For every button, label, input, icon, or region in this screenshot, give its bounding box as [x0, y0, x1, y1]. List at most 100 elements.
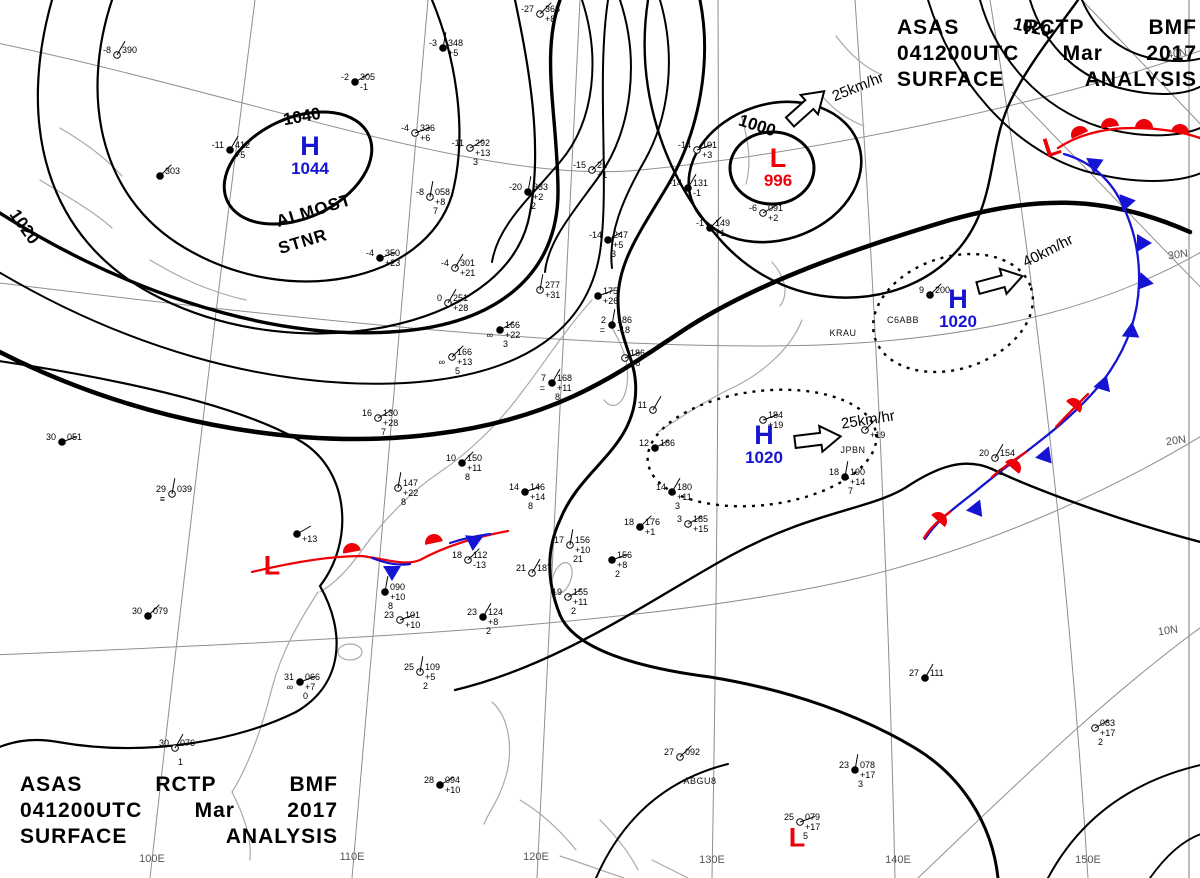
station-symbol: [536, 274, 544, 294]
station-symbol: [416, 656, 424, 676]
station-symbol: [608, 309, 616, 329]
station-value: 9: [918, 285, 924, 295]
station-value: +8: [545, 14, 556, 24]
station-value: 039: [177, 484, 193, 494]
station-value: 111: [930, 668, 944, 678]
station-value: +5: [448, 48, 459, 58]
station-value: 23: [383, 610, 394, 620]
station-value: 305: [360, 72, 376, 82]
station-value: -14: [668, 178, 682, 188]
station-value: +14: [530, 492, 546, 502]
station-value: 109: [425, 662, 441, 672]
station-value: 17: [553, 535, 564, 545]
station-value: 21: [573, 554, 584, 564]
station-value: +1: [597, 170, 608, 180]
title-word: SURFACE: [897, 68, 1005, 91]
station-value: 130: [383, 408, 399, 418]
station-symbol: [58, 436, 78, 446]
station-symbol: [171, 733, 184, 752]
station-value: 0: [303, 691, 309, 701]
station-value: 2: [615, 569, 621, 579]
title-word: ASAS: [897, 16, 960, 39]
station-symbol: [521, 486, 541, 496]
pressure-center-value: 1020: [939, 312, 977, 331]
station-value: 18: [828, 467, 839, 477]
station-value: 186: [660, 438, 676, 448]
station-value: +5: [425, 672, 436, 682]
pressure-center: H 1020: [939, 286, 977, 331]
station-value: +13: [302, 534, 318, 544]
station-value: 184: [768, 410, 784, 420]
station-value: -14: [588, 230, 602, 240]
pressure-center: L: [264, 552, 281, 580]
station-symbol: [464, 548, 480, 564]
title-word: 2017: [1146, 42, 1197, 65]
title-word: ASAS: [20, 773, 83, 796]
station-symbol: [374, 409, 393, 422]
station-symbol: [436, 776, 455, 789]
pressure-center: L 996: [764, 145, 792, 190]
station-value: 5: [803, 831, 809, 841]
station-value: -1: [360, 82, 369, 92]
station-symbol: [411, 127, 431, 137]
station-value: 348: [448, 38, 464, 48]
station-value: +22: [403, 488, 419, 498]
station-value: 058: [435, 187, 451, 197]
station-value: 2: [531, 201, 537, 211]
station-value: +7: [305, 682, 316, 692]
station-value: 200: [935, 285, 951, 295]
station-value: -4: [440, 258, 449, 268]
station-symbol: [588, 158, 604, 174]
station-symbol: [293, 525, 312, 538]
station-symbol: [621, 352, 641, 362]
longitude-label: 110E: [339, 851, 365, 863]
longitude-label: 100E: [139, 853, 165, 865]
title-line: ASAS RCTP BMF: [897, 16, 1197, 40]
station-value: +13: [475, 148, 491, 158]
station-value: 10: [445, 453, 456, 463]
station-value: -8: [102, 45, 111, 55]
station-value: 11: [637, 400, 647, 410]
station-value: 150: [467, 453, 483, 463]
station-value: 7: [848, 486, 854, 496]
station-value: 176: [645, 517, 661, 527]
station-value: +5: [235, 150, 246, 160]
station-value: 12: [638, 438, 649, 448]
pressure-center: L: [789, 824, 806, 852]
station-value: 7: [540, 373, 546, 383]
station-value: 101: [405, 610, 421, 620]
station-value: 30: [131, 606, 142, 616]
station-value: 277: [545, 280, 561, 290]
station-symbol: [668, 477, 681, 496]
station-value: 094: [445, 775, 461, 785]
station-value: 051: [67, 432, 83, 442]
station-symbol: [861, 418, 877, 434]
station-value: =: [539, 383, 545, 393]
title-word: BMF: [1148, 16, 1197, 39]
station-symbol: [226, 135, 239, 154]
motion-arrow: [793, 424, 843, 454]
station-value: 5: [455, 366, 461, 376]
station-value: 7: [433, 206, 439, 216]
station-value: 147: [403, 478, 419, 488]
motion-arrow: [784, 89, 826, 128]
station-value: +19: [870, 430, 886, 440]
station-value: 30: [158, 738, 169, 748]
pressure-center-letter: H: [300, 131, 320, 161]
station-value: 079: [805, 812, 821, 822]
station-symbol: [113, 40, 126, 59]
station-value: +31: [545, 290, 561, 300]
station-value: 8: [401, 497, 407, 507]
station-value: +10: [405, 620, 421, 630]
station-value: 190: [850, 467, 866, 477]
station-value: +14: [850, 477, 866, 487]
station-value: 166: [505, 320, 521, 330]
title-word: ANALYSIS: [225, 825, 338, 848]
ship-label: ABGU8: [683, 776, 717, 786]
station-value: 2: [423, 681, 429, 691]
station-value: -14: [677, 140, 691, 150]
station-value: 29: [155, 484, 166, 494]
title-line: SURFACE ANALYSIS: [897, 68, 1197, 92]
station-value: 185: [693, 514, 709, 524]
